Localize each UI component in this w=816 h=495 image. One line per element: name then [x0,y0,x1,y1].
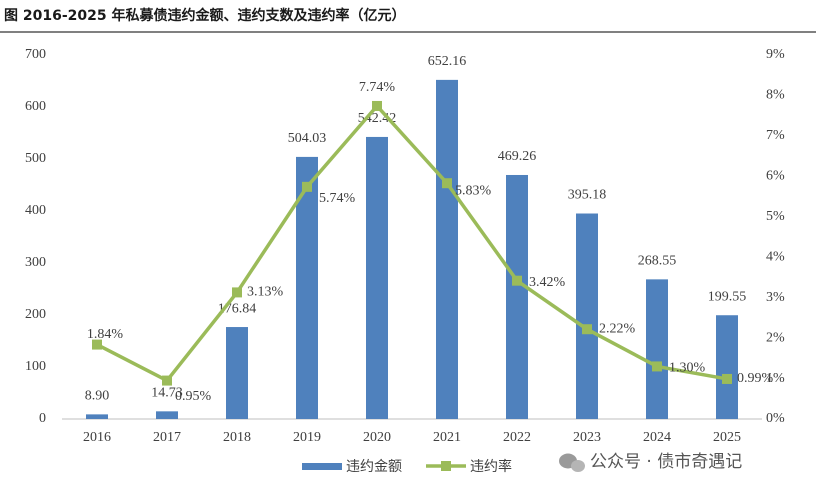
x-tick-label: 2025 [713,430,741,445]
y2-tick-label: 3% [766,290,785,305]
bar-value-label: 395.18 [568,188,607,203]
legend-label: 违约率 [470,458,512,475]
bar-value-label: 504.03 [288,131,327,146]
line-marker [722,373,732,384]
line-marker [442,178,452,189]
y2-tick-label: 8% [766,88,785,103]
bar [506,174,528,419]
y2-tick-label: 6% [766,169,785,184]
y-tick-label: 0 [39,411,46,426]
line-value-label: 0.99% [737,371,774,386]
bar-value-label: 8.90 [85,389,110,404]
x-tick-label: 2016 [83,430,111,445]
y2-tick-label: 1% [766,371,785,386]
line-value-label: 7.74% [359,80,396,95]
line-marker [582,324,592,335]
bar [296,156,318,419]
bar [156,411,178,419]
line-value-label: 3.13% [247,285,284,300]
line-value-label: 3.42% [529,275,566,290]
line-marker [652,361,662,372]
line-marker [302,181,312,192]
bar [576,213,598,419]
line-value-label: 1.30% [669,361,706,376]
x-tick-label: 2021 [433,430,461,445]
bar [646,279,668,419]
bar-value-label: 652.16 [428,54,467,69]
x-tick-label: 2020 [363,430,391,445]
y2-tick-label: 9% [766,47,785,62]
y-tick-label: 700 [25,47,46,62]
x-tick-label: 2019 [293,430,321,445]
line-value-label: 5.74% [319,191,356,206]
line-value-label: 5.83% [455,183,492,198]
bar [366,136,388,420]
bar [86,414,108,419]
line-marker [372,100,382,111]
legend-swatch [441,461,451,471]
line-value-label: 1.84% [87,327,124,342]
line-value-label: 0.95% [175,389,212,404]
x-tick-label: 2022 [503,430,531,445]
line-marker [92,339,102,350]
y2-tick-label: 2% [766,330,785,345]
y-tick-label: 500 [25,151,46,166]
line-marker [512,275,522,286]
x-tick-label: 2024 [643,430,671,445]
bar [226,327,248,419]
bar [436,79,458,419]
x-tick-label: 2017 [153,430,181,445]
chart-title: 图 2016-2025 年私募债违约金额、违约支数及违约率（亿元） [4,7,406,24]
y-tick-label: 600 [25,99,46,114]
bar-value-label: 469.26 [498,149,537,164]
y-tick-label: 100 [25,359,46,374]
bar-value-label: 14.73 [151,386,183,401]
line-marker [162,375,172,386]
y2-tick-label: 5% [766,209,785,224]
bar-value-label: 199.55 [708,289,747,304]
y-tick-label: 400 [25,203,46,218]
legend-label: 违约金额 [346,459,402,475]
y2-tick-label: 4% [766,249,785,264]
line-marker [232,287,242,298]
y2-tick-label: 7% [766,128,785,143]
x-tick-label: 2023 [573,430,601,445]
line [96,103,728,383]
y-tick-label: 200 [25,307,46,322]
bar [716,315,738,419]
line-value-label: 2.22% [599,321,636,336]
x-tick-label: 2018 [223,430,251,445]
legend-swatch [302,463,342,470]
bar-value-label: 268.55 [638,254,677,269]
y2-tick-label: 0% [766,411,785,426]
watermark: 公众号 · 债市奇遇记 [590,452,742,472]
y-tick-label: 300 [25,255,46,270]
watermark-icon [559,453,585,472]
